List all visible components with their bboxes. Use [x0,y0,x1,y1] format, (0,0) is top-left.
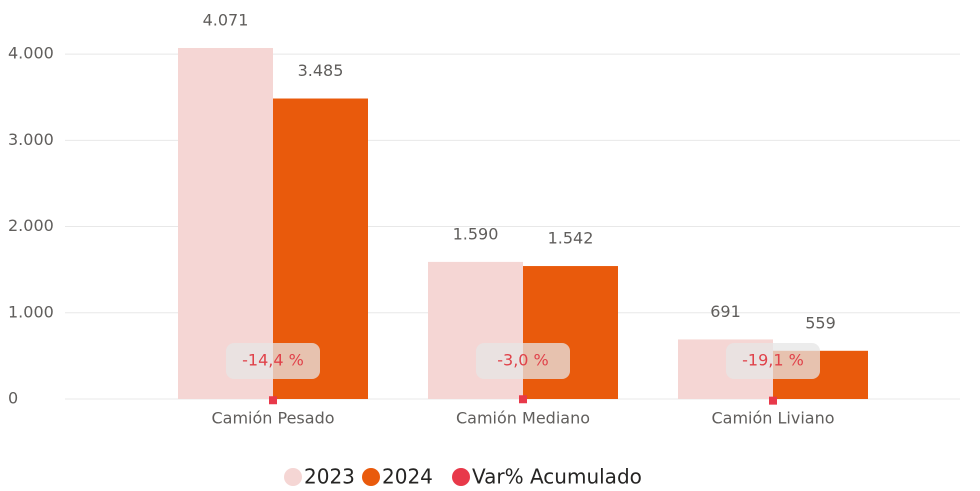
y-tick-label: 1.000 [8,302,54,321]
y-tick-label: 3.000 [8,130,54,149]
data-label: 1.590 [453,224,499,243]
legend-marker [362,468,380,486]
var-label: -14,4 % [242,351,304,370]
var-marker [519,395,527,404]
legend-label: 2023 [304,465,355,489]
legend-label: 2024 [382,465,433,489]
x-tick-label: Camión Pesado [211,409,334,428]
data-label: 691 [710,302,741,321]
y-tick-label: 0 [8,389,18,408]
label-box [226,343,320,379]
var-label: -3,0 % [497,351,549,370]
y-tick-label: 2.000 [8,216,54,235]
x-tick-label: Camión Mediano [456,409,590,428]
var-label: -19,1 % [742,351,804,370]
var-marker [769,396,777,405]
bar [523,266,618,399]
data-label: 1.542 [548,229,594,248]
var-marker [269,396,277,405]
legend-label: Var% Acumulado [472,465,642,489]
data-label: 3.485 [298,61,344,80]
x-tick-label: Camión Liviano [711,409,834,428]
label-box [476,343,570,379]
bar [178,47,273,400]
legend-marker [452,468,470,486]
data-label: 4.071 [203,10,249,29]
label-box [726,343,820,379]
data-label: 559 [805,313,836,332]
legend-marker [284,468,302,486]
y-tick-label: 4.000 [8,44,54,63]
